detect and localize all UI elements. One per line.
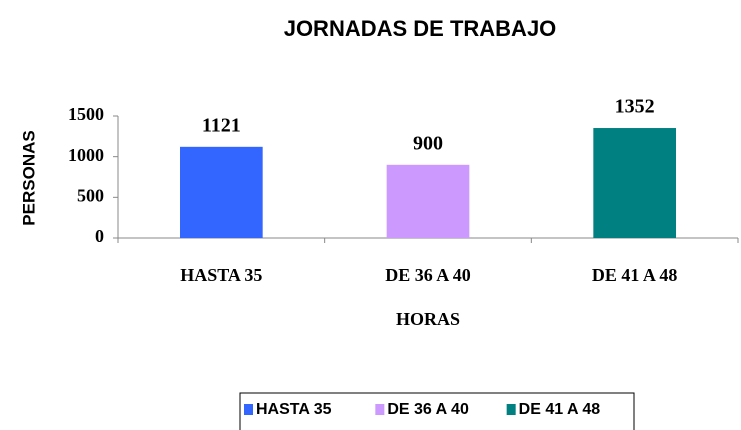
- bar: [180, 146, 263, 238]
- y-tick-label: 1500: [68, 104, 104, 124]
- bar: [386, 164, 470, 238]
- legend-box: [239, 392, 635, 430]
- legend-swatch: [244, 404, 253, 415]
- y-tick-label: 1000: [68, 145, 104, 165]
- x-tick-label: DE 36 A 40: [385, 265, 471, 285]
- chart-title: JORNADAS DE TRABAJO: [284, 16, 557, 41]
- y-tick-label: 500: [77, 185, 104, 205]
- legend-swatch: [375, 404, 385, 415]
- bar: [593, 128, 676, 238]
- y-axis-title: PERSONAS: [19, 130, 38, 225]
- x-axis-title: HORAS: [396, 309, 460, 329]
- legend-label: DE 36 A 40: [387, 401, 469, 418]
- legend-label: DE 41 A 48: [519, 401, 601, 418]
- data-label: 1352: [615, 96, 655, 118]
- data-label: 900: [413, 132, 443, 154]
- x-tick-label: DE 41 A 48: [592, 265, 678, 285]
- legend-swatch: [506, 404, 516, 415]
- y-tick-label: 0: [95, 226, 104, 246]
- legend-label: HASTA 35: [256, 401, 332, 418]
- data-label: 1121: [202, 114, 241, 136]
- x-tick-label: HASTA 35: [180, 265, 262, 285]
